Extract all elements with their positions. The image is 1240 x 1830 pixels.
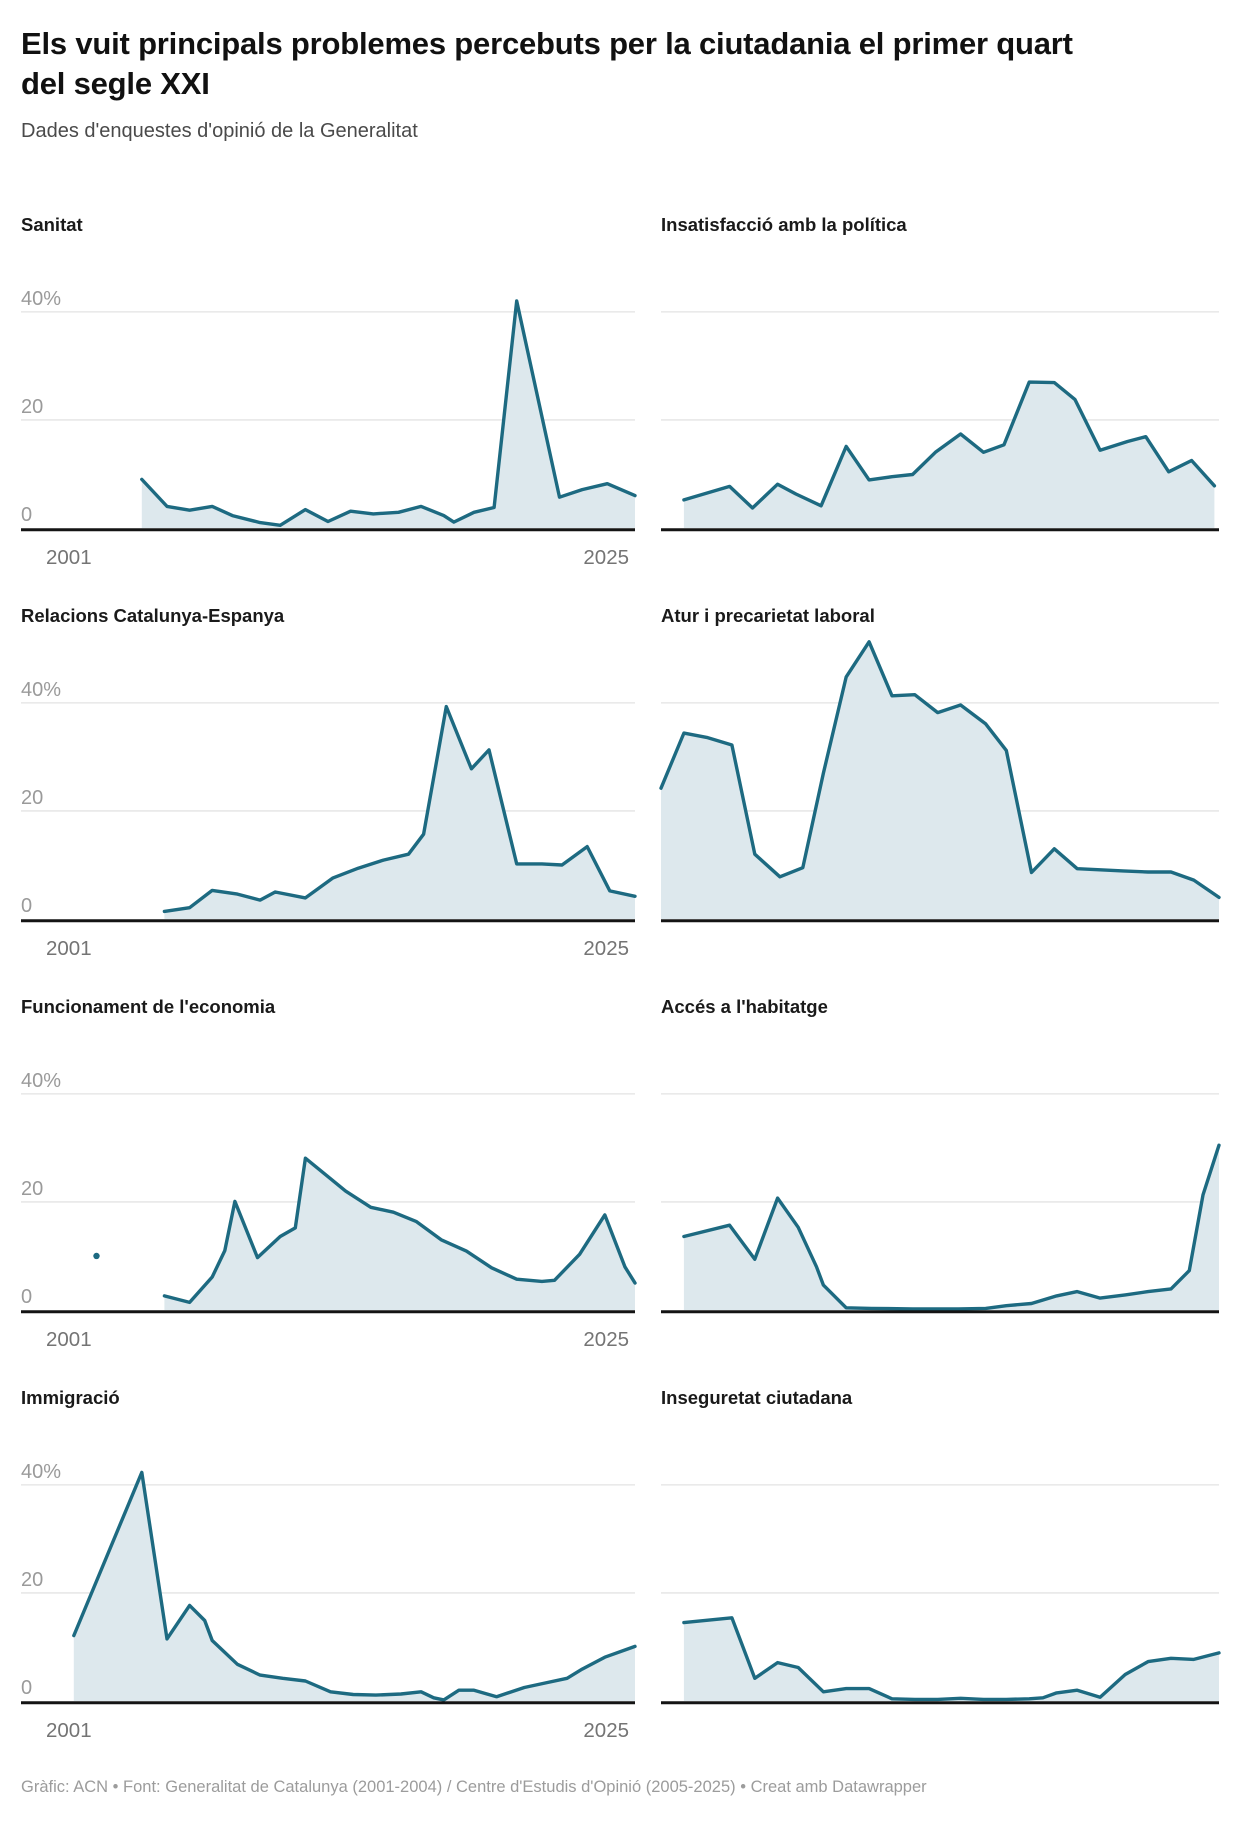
x-axis-label-end: 2025 (583, 1719, 629, 1742)
x-axis-label-start: 2001 (46, 546, 92, 569)
y-axis-label-20: 20 (21, 1178, 43, 1200)
panel-title-sanitat: Sanitat (21, 214, 83, 235)
panel-funcionament-economia: Funcionament de l'economia 40% 20 0 2001 202… (21, 995, 637, 1359)
panel-title-insatisfaccio-politica: Insatisfacció amb la política (661, 214, 907, 235)
series-line (140, 299, 637, 527)
chart-immigracio: 40% 20 0 2001 2025 (21, 1461, 637, 1742)
isolated-data-point (93, 1252, 100, 1260)
y-axis-label-0: 0 (21, 1677, 32, 1699)
panel-title-immigracio: Immigració (21, 1387, 120, 1408)
y-axis-label-40: 40% (21, 1461, 61, 1483)
page-title: Els vuit principals problemes percebuts … (21, 26, 1073, 101)
series-area (683, 1145, 1219, 1310)
series-line (162, 1156, 637, 1305)
series-area (164, 1158, 635, 1310)
series-line (162, 704, 637, 914)
panel-title-acces-habitatge: Accés a l'habitatge (661, 996, 828, 1017)
panel-insatisfaccio-politica: Insatisfacció amb la política (661, 213, 1219, 577)
panel-immigracio: Immigració 40% 20 0 2001 2025 (21, 1386, 637, 1750)
panel-acces-habitatge: Accés a l'habitatge (661, 995, 1221, 1359)
charts-grid: Sanitat 40% 20 0 2001 2025 Insatisfacció amb… (21, 213, 1221, 1750)
x-axis-label-end: 2025 (583, 546, 629, 569)
x-axis-label-start: 2001 (46, 937, 92, 960)
series-line (659, 640, 1221, 900)
chart-acces-habitatge (661, 1093, 1221, 1314)
page-subtitle: Dades d'enquestes d'opinió de la General… (21, 120, 418, 142)
y-axis-label-40: 40% (21, 288, 61, 310)
series-area (661, 641, 1219, 919)
y-axis-label-0: 0 (21, 895, 32, 917)
series-area (164, 706, 635, 919)
x-axis-label-start: 2001 (46, 1328, 92, 1351)
chart-inseguretat-ciutadana (661, 1484, 1221, 1705)
series-line (72, 1470, 637, 1702)
series-area (141, 301, 636, 528)
chart-insatisfaccio-politica (661, 311, 1219, 532)
series-line (682, 1143, 1221, 1311)
y-axis-label-40: 40% (21, 1070, 61, 1092)
panel-title-relacions-catalunya-espanya: Relacions Catalunya-Espanya (21, 605, 285, 626)
panel-sanitat: Sanitat 40% 20 0 2001 2025 (21, 213, 637, 577)
series-line (682, 380, 1217, 510)
y-axis-label-20: 20 (21, 1569, 43, 1591)
y-axis-label-0: 0 (21, 1286, 32, 1308)
y-axis-label-20: 20 (21, 396, 43, 418)
series-area (683, 1617, 1219, 1701)
y-axis-label-40: 40% (21, 679, 61, 701)
panel-title-inseguretat-ciutadana: Inseguretat ciutadana (661, 1387, 853, 1408)
chart-funcionament-economia: 40% 20 0 2001 2025 (21, 1070, 637, 1351)
panel-atur-precarietat: Atur i precarietat laboral (659, 604, 1221, 968)
chart-atur-precarietat (659, 640, 1221, 923)
x-axis-label-end: 2025 (583, 937, 629, 960)
series-area (683, 382, 1215, 528)
chart-relacions-catalunya-espanya: 40% 20 0 2001 2025 (21, 679, 637, 960)
y-axis-label-20: 20 (21, 787, 43, 809)
panel-title-atur-precarietat: Atur i precarietat laboral (661, 605, 875, 626)
y-axis-label-0: 0 (21, 504, 32, 526)
x-axis-label-end: 2025 (583, 1328, 629, 1351)
x-axis-label-start: 2001 (46, 1719, 92, 1742)
panel-title-funcionament-economia: Funcionament de l'economia (21, 996, 276, 1017)
panel-inseguretat-ciutadana: Inseguretat ciutadana (661, 1386, 1221, 1750)
panel-relacions-catalunya-espanya: Relacions Catalunya-Espanya 40% 20 0 2001 20… (21, 604, 637, 968)
chart-sanitat: 40% 20 0 2001 2025 (21, 288, 637, 569)
series-line (682, 1616, 1221, 1702)
attribution-footer: Gràfic: ACN • Font: Generalitat de Catal… (21, 1778, 927, 1796)
